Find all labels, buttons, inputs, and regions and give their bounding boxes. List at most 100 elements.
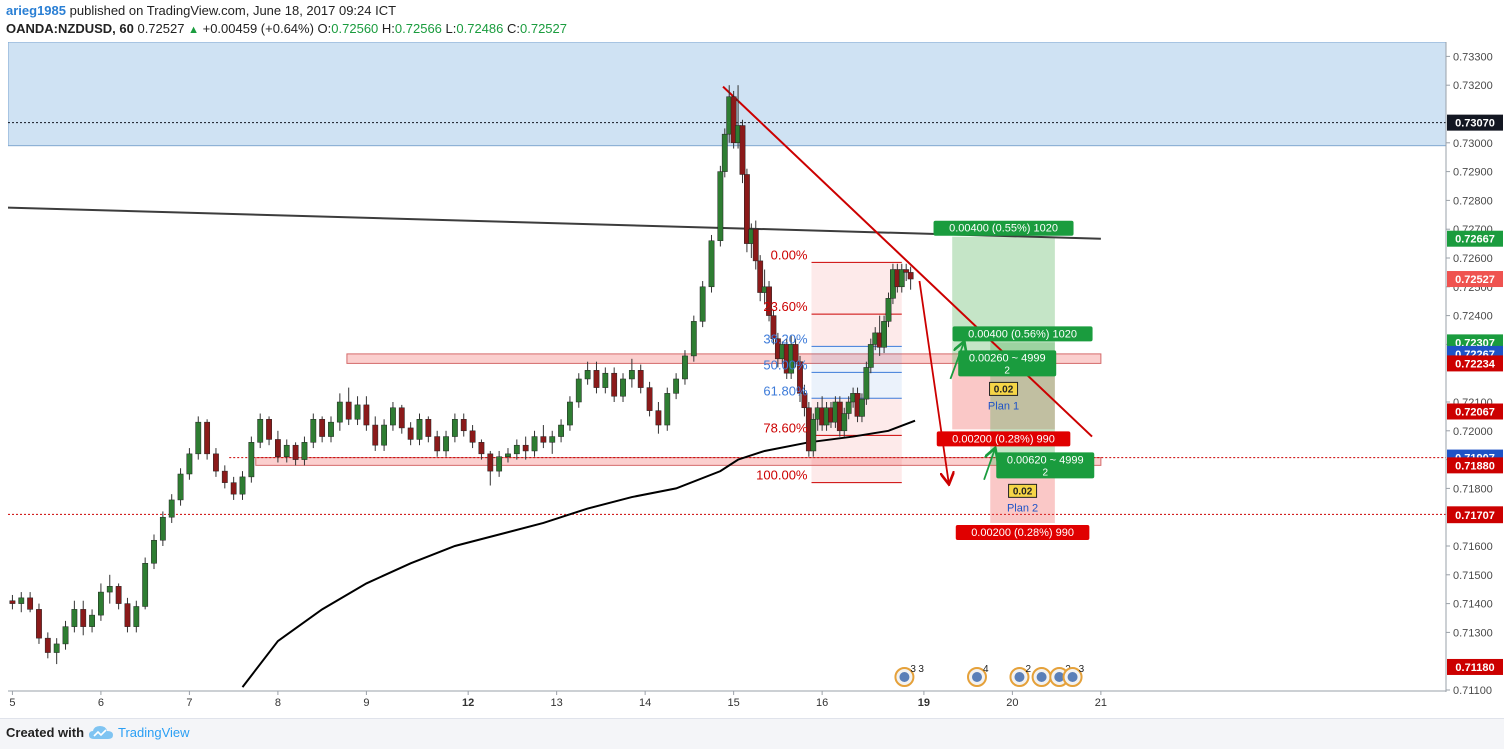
price-tag-label: 0.72234 [1455, 358, 1496, 370]
position-1-entry-tag [958, 350, 1057, 377]
candle-body [708, 240, 715, 288]
y-tick-label: 0.72900 [1453, 167, 1493, 179]
symbol-label[interactable]: OANDA:NZDUSD, 60 [6, 21, 134, 36]
candle-body [115, 586, 122, 604]
flag-icon [971, 672, 982, 682]
candle-body [721, 133, 728, 172]
candle-body [283, 444, 290, 457]
candle-body [549, 436, 556, 443]
candle-body [363, 404, 370, 426]
price-tag-label: 0.72067 [1455, 407, 1495, 419]
event-count: 3 [1079, 664, 1085, 675]
position-1-plan-label: Plan 1 [988, 400, 1019, 412]
x-tick-label: 14 [639, 697, 651, 709]
y-tick-label: 0.71800 [1453, 483, 1493, 495]
low-value: 0.72486 [456, 21, 504, 36]
candle-body [204, 421, 211, 455]
created-with-label: Created with [6, 725, 85, 740]
close-label: C: [507, 21, 520, 36]
tradingview-cloud-icon [89, 726, 113, 739]
fib-band-6 [811, 435, 902, 483]
position-1-profit-zone [952, 236, 1055, 364]
x-tick-label: 15 [728, 697, 740, 709]
candle-body [664, 393, 671, 426]
x-tick-label: 8 [275, 697, 281, 709]
candle-body [310, 419, 317, 443]
candle-body [319, 419, 326, 437]
flag-icon [1067, 672, 1078, 682]
candle-body [177, 473, 184, 501]
position-1-entry-label: 0.00260 ~ 4999 [969, 352, 1046, 364]
price-change: +0.00459 (+0.64%) [202, 21, 314, 36]
y-tick-label: 0.71300 [1453, 627, 1493, 639]
last-price: 0.72527 [137, 21, 185, 36]
x-tick-label: 9 [363, 697, 369, 709]
price-tag-label: 0.72667 [1455, 234, 1495, 246]
event-count: 4 [983, 664, 989, 675]
event-extra: 3 [918, 664, 924, 675]
projection-arrow-1 [918, 280, 948, 483]
candle-body [195, 421, 202, 455]
candle-body [239, 476, 246, 495]
flag-icon [899, 672, 910, 682]
candle-body [717, 171, 724, 241]
candle-body [53, 643, 60, 653]
position-2-entry-tag [996, 452, 1095, 479]
candle-body [80, 609, 87, 627]
price-tag-label: 0.73070 [1455, 118, 1495, 130]
candle-body [248, 442, 255, 478]
candle-body [9, 600, 16, 604]
position-2-plan-label: Plan 2 [1007, 502, 1038, 514]
candle-body [354, 404, 361, 420]
candle-body [434, 436, 441, 452]
demand-zone-2 [255, 457, 1102, 466]
projection-arrow-3 [983, 450, 995, 481]
candle-body [416, 419, 423, 440]
candle-body [443, 436, 449, 452]
price-tag-label: 0.71880 [1455, 460, 1495, 472]
candle-body [328, 421, 334, 437]
y-tick-label: 0.73000 [1453, 138, 1493, 150]
candle-body [575, 378, 582, 403]
candle-body [133, 606, 140, 627]
candle-body [213, 453, 219, 472]
symbol-line: OANDA:NZDUSD, 60 0.72527 ▲ +0.00459 (+0.… [6, 21, 567, 36]
candle-body [372, 424, 379, 446]
high-value: 0.72566 [394, 21, 442, 36]
position-1-entry-sub: 2 [1004, 365, 1010, 376]
position-2-entry-sub: 2 [1042, 467, 1048, 478]
author-link[interactable]: arieg1985 [6, 3, 66, 18]
x-tick-label: 13 [551, 697, 563, 709]
price-tag [1447, 457, 1503, 474]
y-tick-label: 0.71500 [1453, 570, 1493, 582]
event-count: 3 [910, 664, 916, 675]
candle-body [903, 269, 910, 273]
candle-body [558, 424, 564, 437]
candle-body [407, 427, 414, 440]
candle-body [522, 444, 529, 452]
candle-body [124, 603, 131, 627]
candle-body [398, 407, 405, 429]
published-info: published on TradingView.com, June 18, 2… [69, 3, 397, 18]
tradingview-brand-link[interactable]: TradingView [118, 725, 190, 740]
candle-body [593, 370, 600, 388]
candle-body [841, 413, 848, 432]
candle-body [469, 430, 476, 443]
x-tick-label: 6 [98, 697, 104, 709]
candle-body [646, 387, 653, 411]
price-tag [1447, 507, 1503, 524]
price-tag [1447, 114, 1503, 131]
price-tag-label: 0.72527 [1455, 274, 1495, 286]
position-1-stop-tag [936, 431, 1071, 447]
y-tick-label: 0.72800 [1453, 195, 1493, 207]
footer-bar: Created with TradingView [0, 718, 1504, 749]
x-tick-label: 19 [918, 697, 930, 709]
candle-body [89, 614, 95, 627]
fib-label-2: 38.20% [763, 331, 808, 346]
fib-label-1: 23.60% [763, 299, 808, 314]
open-value: 0.72560 [331, 21, 379, 36]
candle-body [336, 401, 343, 423]
candle-body [142, 563, 149, 607]
candle-body [274, 439, 281, 457]
